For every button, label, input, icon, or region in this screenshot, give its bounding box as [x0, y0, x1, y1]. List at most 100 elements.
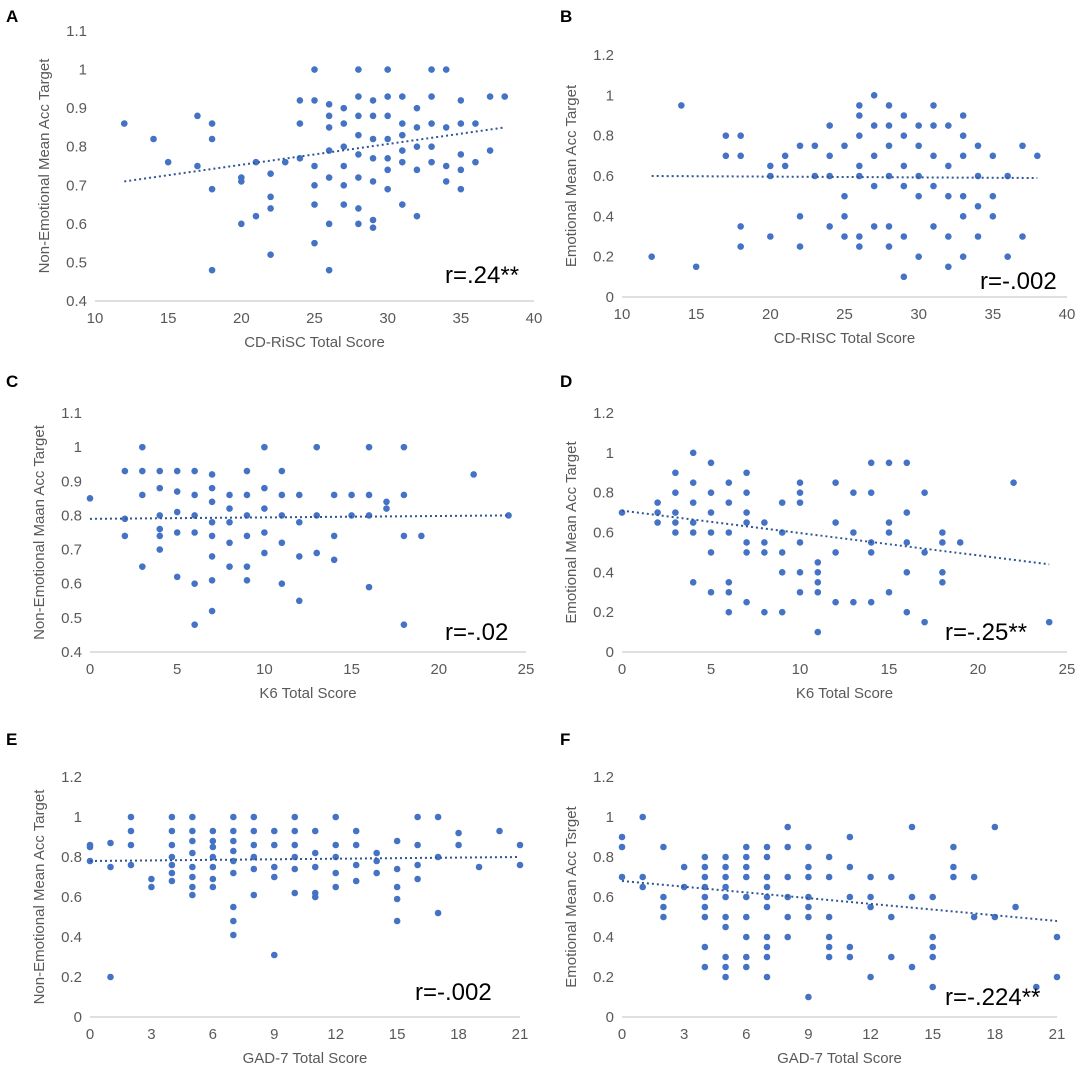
- panel-b-point: [974, 172, 982, 180]
- panel-a-point: [164, 158, 172, 166]
- panel-c-point: [226, 539, 233, 547]
- panel-f-point: [929, 953, 937, 961]
- panel-f-point: [660, 893, 667, 901]
- panel-c-point: [208, 518, 216, 526]
- panel-f-point: [701, 943, 709, 951]
- panel-e-point: [168, 853, 176, 861]
- panel-d-point: [672, 469, 679, 477]
- panel-f-point: [763, 893, 771, 901]
- panel-f-point: [660, 903, 667, 911]
- panel-e-point: [189, 883, 196, 891]
- panel-d-point: [689, 449, 697, 457]
- panel-e-point: [393, 917, 401, 925]
- panel-a-point: [457, 166, 465, 174]
- panel-d-point: [867, 598, 875, 606]
- panel-f-point: [805, 893, 812, 901]
- panel-c-x-tick: 15: [343, 661, 360, 678]
- panel-e-x-tick: 18: [450, 1026, 467, 1043]
- panel-d-point: [903, 509, 911, 516]
- panel-e-point: [270, 827, 278, 835]
- panel-c-point: [243, 467, 251, 475]
- panel-e-point: [434, 909, 442, 917]
- panel-c-point: [383, 505, 390, 512]
- panel-a-x-label: CD-RiSC Total Score: [244, 334, 385, 351]
- panel-a-x-tick: 15: [160, 310, 177, 327]
- panel-e-x-tick: 6: [209, 1026, 217, 1043]
- panel-e-point: [475, 863, 483, 871]
- panel-d-x-tick: 10: [792, 661, 809, 678]
- panel-a-point: [442, 66, 450, 73]
- panel-f-x-tick: 18: [987, 1026, 1004, 1043]
- panel-e-correlation: r=-.002: [415, 979, 492, 1006]
- panel-a-point: [369, 97, 377, 104]
- panel-a-point: [296, 97, 304, 104]
- panel-c-point: [191, 529, 198, 536]
- panel-d-point: [761, 539, 768, 546]
- panel-c-point: [365, 583, 373, 591]
- panel-a-point: [208, 185, 216, 193]
- panel-f-point: [846, 863, 854, 871]
- panel-a-point: [413, 104, 421, 112]
- panel-e-y-tick: 0.2: [61, 969, 82, 986]
- panel-d-point: [689, 499, 697, 506]
- panel-d-point: [867, 489, 875, 496]
- panel-c-point: [295, 491, 303, 499]
- panel-d-point: [814, 588, 822, 596]
- panel-d-y-tick: 0.6: [593, 525, 614, 542]
- panel-f-point: [618, 833, 626, 841]
- panel-a-point: [384, 66, 391, 73]
- panel-a-point: [340, 120, 348, 127]
- panel-b-point: [1019, 233, 1026, 240]
- panel-a-point: [486, 93, 494, 100]
- panel-a-y-tick: 0.9: [66, 100, 87, 117]
- panel-a-point: [340, 104, 348, 112]
- panel-d-point: [956, 539, 964, 546]
- panel-c-point: [139, 467, 146, 475]
- panel-f-point: [660, 913, 667, 921]
- panel-b-point: [959, 253, 967, 260]
- panel-d-point: [796, 489, 804, 496]
- panel-f-point: [867, 893, 874, 901]
- panel-e-point: [168, 841, 176, 849]
- panel-a-point: [413, 124, 421, 131]
- panel-a-point: [369, 216, 377, 224]
- panel-d-point: [885, 529, 893, 536]
- panel-f-point: [722, 873, 729, 881]
- panel-b-point: [1019, 142, 1026, 150]
- panel-a-y-tick: 0.4: [66, 293, 87, 310]
- panel-e-point: [291, 889, 299, 897]
- panel-f-point: [722, 863, 729, 871]
- panel-c-point: [418, 532, 425, 540]
- panel-a-y-tick: 1.1: [66, 23, 87, 40]
- panel-c-point: [173, 488, 181, 495]
- panel-b-point: [915, 142, 922, 150]
- panel-f-point: [742, 863, 750, 871]
- panel-c-point: [156, 525, 164, 533]
- panel-c-point: [139, 563, 146, 570]
- panel-d-x-label: K6 Total Score: [796, 685, 893, 702]
- panel-f-point: [950, 863, 957, 871]
- panel-f-point: [1053, 933, 1061, 941]
- panel-d-point: [761, 608, 768, 616]
- panel-f-point: [846, 943, 854, 951]
- panel-a-point: [296, 120, 304, 127]
- panel-d-x-tick: 25: [1059, 661, 1076, 678]
- panel-a-y-tick: 0.6: [66, 216, 87, 233]
- panel-b-point: [796, 213, 804, 220]
- panel-e-point: [496, 827, 503, 835]
- panel-f-point: [950, 843, 957, 851]
- panel-a-point: [340, 181, 348, 189]
- panel-a-point: [194, 112, 201, 120]
- panel-e-point: [107, 839, 114, 847]
- panel-f-point: [929, 893, 937, 901]
- panel-e-point: [291, 853, 299, 861]
- panel-f-point: [887, 953, 895, 961]
- panel-d-point: [1010, 479, 1017, 487]
- panel-c-letter: C: [6, 372, 18, 391]
- panel-c-trendline: [89, 514, 509, 520]
- panel-a-point: [340, 143, 348, 151]
- panel-e-point: [148, 883, 155, 891]
- panel-b-point: [885, 122, 893, 129]
- panel-e-point: [168, 869, 176, 877]
